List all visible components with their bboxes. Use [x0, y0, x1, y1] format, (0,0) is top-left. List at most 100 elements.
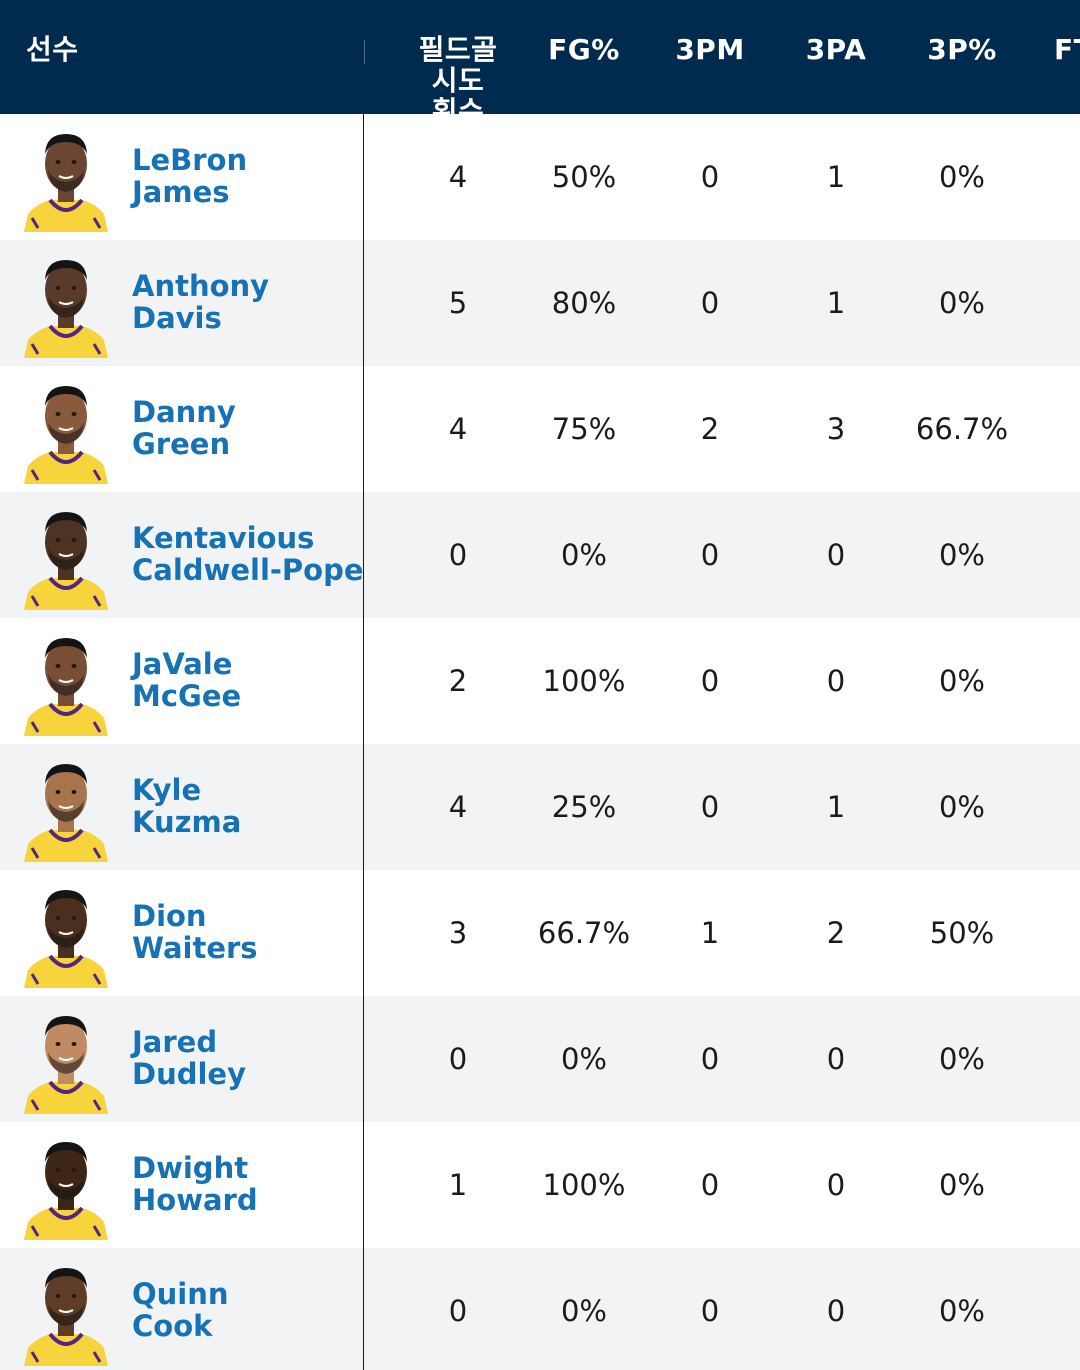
player-last-name: James	[132, 175, 230, 209]
cell-fg-pct: 25%	[551, 790, 617, 824]
table-row: JaVale McGee 2 100% 0 0 0%	[0, 618, 1080, 744]
cell-3pa: 1	[826, 286, 846, 320]
cell-3p-pct: 0%	[938, 664, 985, 698]
cell-fg-pct: 50%	[551, 160, 617, 194]
cell-fga: 2	[448, 664, 468, 698]
player-first-name: Danny	[132, 395, 236, 429]
cell-fg-pct: 0%	[560, 538, 607, 572]
cell-3p-pct: 0%	[938, 538, 985, 572]
table-header: 선수 필드골 시도 횟수 FG% 3PM 3PA 3P% FT	[0, 0, 1080, 114]
cell-3pa: 3	[826, 412, 846, 446]
player-headshot[interactable]	[22, 250, 110, 358]
cell-3pa: 0	[826, 1294, 846, 1328]
cell-3pm: 0	[700, 790, 720, 824]
player-name-link[interactable]: Kyle Kuzma	[132, 774, 357, 838]
cell-3p-pct: 50%	[929, 916, 995, 950]
table-row: Danny Green 4 75% 2 3 66.7%	[0, 366, 1080, 492]
player-name-link[interactable]: Danny Green	[132, 396, 357, 460]
column-header-3pm[interactable]: 3PM	[675, 33, 745, 66]
cell-fg-pct: 80%	[551, 286, 617, 320]
player-headshot[interactable]	[22, 1006, 110, 1114]
cell-fga: 0	[448, 538, 468, 572]
column-header-3p-pct[interactable]: 3P%	[927, 33, 997, 66]
cell-3p-pct: 0%	[938, 1294, 985, 1328]
player-last-name: Cook	[132, 1309, 213, 1343]
player-first-name: Jared	[132, 1025, 218, 1059]
player-last-name: Howard	[132, 1183, 258, 1217]
cell-fga: 1	[448, 1168, 468, 1202]
player-headshot[interactable]	[22, 1132, 110, 1240]
column-divider	[363, 114, 364, 1370]
cell-fga: 0	[448, 1042, 468, 1076]
player-first-name: Dwight	[132, 1151, 249, 1185]
player-name-link[interactable]: Jared Dudley	[132, 1026, 357, 1090]
table-row: LeBron James 4 50% 0 1 0%	[0, 114, 1080, 240]
cell-3pm: 2	[700, 412, 720, 446]
player-headshot[interactable]	[22, 1258, 110, 1366]
table-row: Kentavious Caldwell-Pope 0 0% 0 0 0%	[0, 492, 1080, 618]
player-headshot[interactable]	[22, 502, 110, 610]
cell-fg-pct: 66.7%	[537, 916, 631, 950]
player-first-name: Quinn	[132, 1277, 229, 1311]
player-last-name: Dudley	[132, 1057, 246, 1091]
player-last-name: Waiters	[132, 931, 258, 965]
table-row: Jared Dudley 0 0% 0 0 0%	[0, 996, 1080, 1122]
cell-3pm: 0	[700, 1294, 720, 1328]
player-last-name: Caldwell-Pope	[132, 553, 364, 587]
table-row: Dwight Howard 1 100% 0 0 0%	[0, 1122, 1080, 1248]
cell-fga: 5	[448, 286, 468, 320]
player-name-link[interactable]: Dwight Howard	[132, 1152, 357, 1216]
player-headshot[interactable]	[22, 628, 110, 736]
cell-fg-pct: 100%	[542, 1168, 626, 1202]
player-name-link[interactable]: Dion Waiters	[132, 900, 357, 964]
player-name-link[interactable]: JaVale McGee	[132, 648, 357, 712]
cell-3pm: 0	[700, 160, 720, 194]
cell-3p-pct: 0%	[938, 1042, 985, 1076]
cell-fga: 3	[448, 916, 468, 950]
cell-fg-pct: 100%	[542, 664, 626, 698]
cell-3p-pct: 0%	[938, 790, 985, 824]
column-header-player[interactable]: 선수	[26, 33, 79, 66]
table-row: Quinn Cook 0 0% 0 0 0%	[0, 1248, 1080, 1370]
cell-3p-pct: 0%	[938, 286, 985, 320]
player-first-name: Dion	[132, 899, 207, 933]
cell-fg-pct: 0%	[560, 1294, 607, 1328]
player-headshot[interactable]	[22, 754, 110, 862]
cell-3pa: 0	[826, 538, 846, 572]
cell-3pa: 0	[826, 1168, 846, 1202]
cell-3p-pct: 0%	[938, 1168, 985, 1202]
player-first-name: Kentavious	[132, 521, 315, 555]
cell-3p-pct: 66.7%	[915, 412, 1009, 446]
player-name-link[interactable]: Quinn Cook	[132, 1278, 357, 1342]
player-name-link[interactable]: LeBron James	[132, 144, 357, 208]
header-divider	[364, 40, 365, 64]
cell-fga: 4	[448, 790, 468, 824]
player-last-name: Green	[132, 427, 231, 461]
cell-3pm: 1	[700, 916, 720, 950]
player-last-name: McGee	[132, 679, 242, 713]
cell-3pm: 0	[700, 664, 720, 698]
player-headshot[interactable]	[22, 880, 110, 988]
cell-3pm: 0	[700, 1042, 720, 1076]
table-row: Anthony Davis 5 80% 0 1 0%	[0, 240, 1080, 366]
player-first-name: Anthony	[132, 269, 270, 303]
player-first-name: Kyle	[132, 773, 202, 807]
column-header-3pa[interactable]: 3PA	[805, 33, 867, 66]
player-last-name: Davis	[132, 301, 222, 335]
player-first-name: LeBron	[132, 143, 248, 177]
player-name-link[interactable]: Anthony Davis	[132, 270, 357, 334]
cell-3pa: 0	[826, 664, 846, 698]
column-header-ft[interactable]: FT	[1054, 33, 1080, 66]
cell-3pm: 0	[700, 538, 720, 572]
cell-fga: 0	[448, 1294, 468, 1328]
column-header-fga[interactable]: 필드골 시도 횟수	[418, 33, 498, 114]
player-headshot[interactable]	[22, 124, 110, 232]
table-row: Dion Waiters 3 66.7% 1 2 50%	[0, 870, 1080, 996]
cell-fga: 4	[448, 412, 468, 446]
player-name-link[interactable]: Kentavious Caldwell-Pope	[132, 521, 364, 587]
table-row: Kyle Kuzma 4 25% 0 1 0%	[0, 744, 1080, 870]
cell-3p-pct: 0%	[938, 160, 985, 194]
column-header-fg-pct[interactable]: FG%	[548, 33, 620, 66]
cell-fga: 4	[448, 160, 468, 194]
player-headshot[interactable]	[22, 376, 110, 484]
